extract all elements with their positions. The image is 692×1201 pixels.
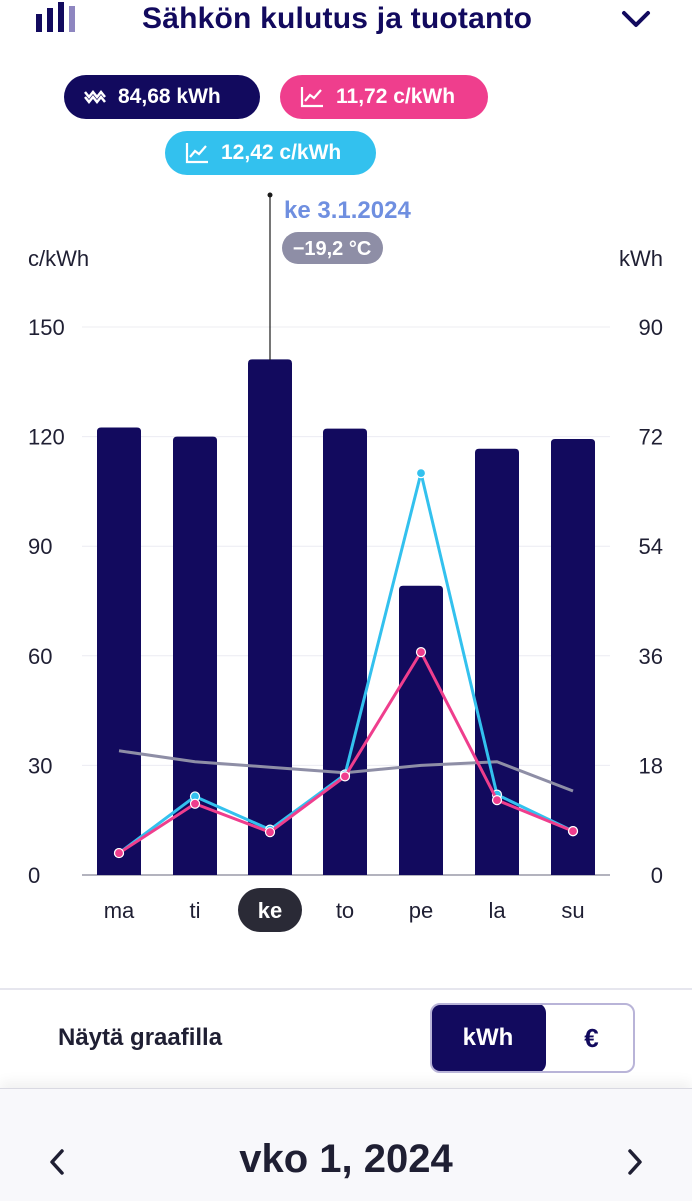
bar-to — [323, 428, 367, 875]
bar-ma — [97, 427, 141, 875]
week-navigator: vko 1, 2024 — [0, 1088, 692, 1201]
right-axis-label: kWh — [619, 246, 663, 271]
contract-price-pill: 12,42 c/kWh — [165, 131, 376, 175]
bar-chart-icon — [36, 2, 75, 32]
bar-ke — [248, 359, 292, 875]
right-tick-label: 72 — [639, 425, 663, 450]
left-tick-label: 0 — [28, 863, 40, 888]
contract-price-point-pe — [415, 468, 427, 479]
x-tick-label-la: la — [488, 898, 506, 923]
x-tick-label-ke: ke — [258, 898, 282, 923]
spot-price-point-ke — [264, 827, 276, 838]
spot-price-point-su — [567, 826, 579, 837]
show-on-chart-label: Näytä graafilla — [58, 1024, 223, 1051]
line-chart-icon — [185, 143, 208, 164]
x-tick-label-ti: ti — [190, 898, 201, 923]
euro-option[interactable]: € — [584, 1022, 599, 1053]
left-tick-label: 120 — [28, 425, 65, 450]
divider — [0, 988, 692, 990]
week-label: vko 1, 2024 — [239, 1137, 453, 1181]
right-tick-label: 36 — [639, 644, 663, 669]
spot-price-value: 11,72 c/kWh — [336, 85, 456, 108]
consumption-value: 84,68 kWh — [118, 85, 221, 108]
spot-price-point-ti — [189, 798, 201, 809]
bar-la — [475, 448, 519, 875]
bar-pe — [399, 585, 443, 875]
consumption-pill: 84,68 kWh — [64, 75, 260, 119]
page-title[interactable]: Sähkön kulutus ja tuotanto — [142, 2, 533, 35]
x-tick-label-pe: pe — [409, 898, 433, 923]
left-tick-label: 60 — [28, 644, 52, 669]
left-tick-label: 30 — [28, 753, 52, 778]
consumption-price-chart[interactable]: ma ti ke to pe la su 0 30 60 90 120 150 0 18 36 54 72 90… — [0, 180, 692, 950]
header: Sähkön kulutus ja tuotanto — [0, 0, 692, 46]
spot-price-point-pe — [415, 647, 427, 658]
bar-su — [551, 439, 595, 875]
temperature-badge — [282, 232, 383, 264]
x-tick-label-su: su — [561, 898, 584, 923]
left-tick-label: 90 — [28, 534, 52, 559]
left-tick-label: 150 — [28, 315, 65, 340]
spot-price-point-to — [339, 771, 351, 782]
x-tick-label-ma: ma — [104, 898, 135, 923]
chevron-left-icon[interactable] — [46, 1147, 68, 1177]
unit-toggle[interactable]: kWh € — [430, 1003, 635, 1073]
right-tick-label: 18 — [639, 753, 663, 778]
left-axis-label: c/kWh — [28, 246, 89, 271]
kwh-option[interactable]: kWh — [432, 1005, 546, 1071]
selected-day-highlight — [238, 888, 302, 932]
spot-price-point-ma — [113, 847, 125, 859]
bar-ti — [173, 436, 217, 875]
right-tick-label: 0 — [651, 863, 663, 888]
chevron-down-icon[interactable] — [620, 8, 652, 30]
spot-price-point-la — [491, 795, 503, 806]
tooltip-cursor-dot — [267, 192, 273, 198]
right-tick-label: 90 — [639, 315, 663, 340]
spot-price-pill: 11,72 c/kWh — [280, 75, 488, 119]
right-tick-label: 54 — [639, 534, 663, 559]
tooltip-temperature: −19,2 °C — [293, 238, 372, 260]
chevron-right-icon[interactable] — [624, 1147, 646, 1177]
consumption-icon — [84, 89, 106, 105]
tooltip-date: ke 3.1.2024 — [284, 197, 411, 224]
x-tick-label-to: to — [336, 898, 354, 923]
contract-price-value: 12,42 c/kWh — [221, 141, 342, 164]
line-chart-icon — [300, 87, 323, 108]
